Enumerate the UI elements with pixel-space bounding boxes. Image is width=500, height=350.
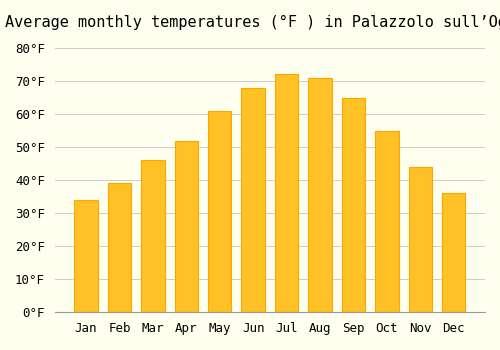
Bar — [108, 183, 131, 312]
Bar — [74, 200, 98, 312]
Bar — [141, 160, 165, 312]
Bar — [408, 167, 432, 312]
Bar — [308, 78, 332, 312]
Bar — [375, 131, 398, 312]
Bar — [242, 88, 265, 312]
Bar — [174, 140, 198, 312]
Bar — [442, 193, 466, 312]
Bar — [342, 98, 365, 312]
Bar — [208, 111, 232, 312]
Bar — [275, 75, 298, 312]
Title: Average monthly temperatures (°F ) in Palazzolo sull’Oglio: Average monthly temperatures (°F ) in Pa… — [5, 15, 500, 30]
